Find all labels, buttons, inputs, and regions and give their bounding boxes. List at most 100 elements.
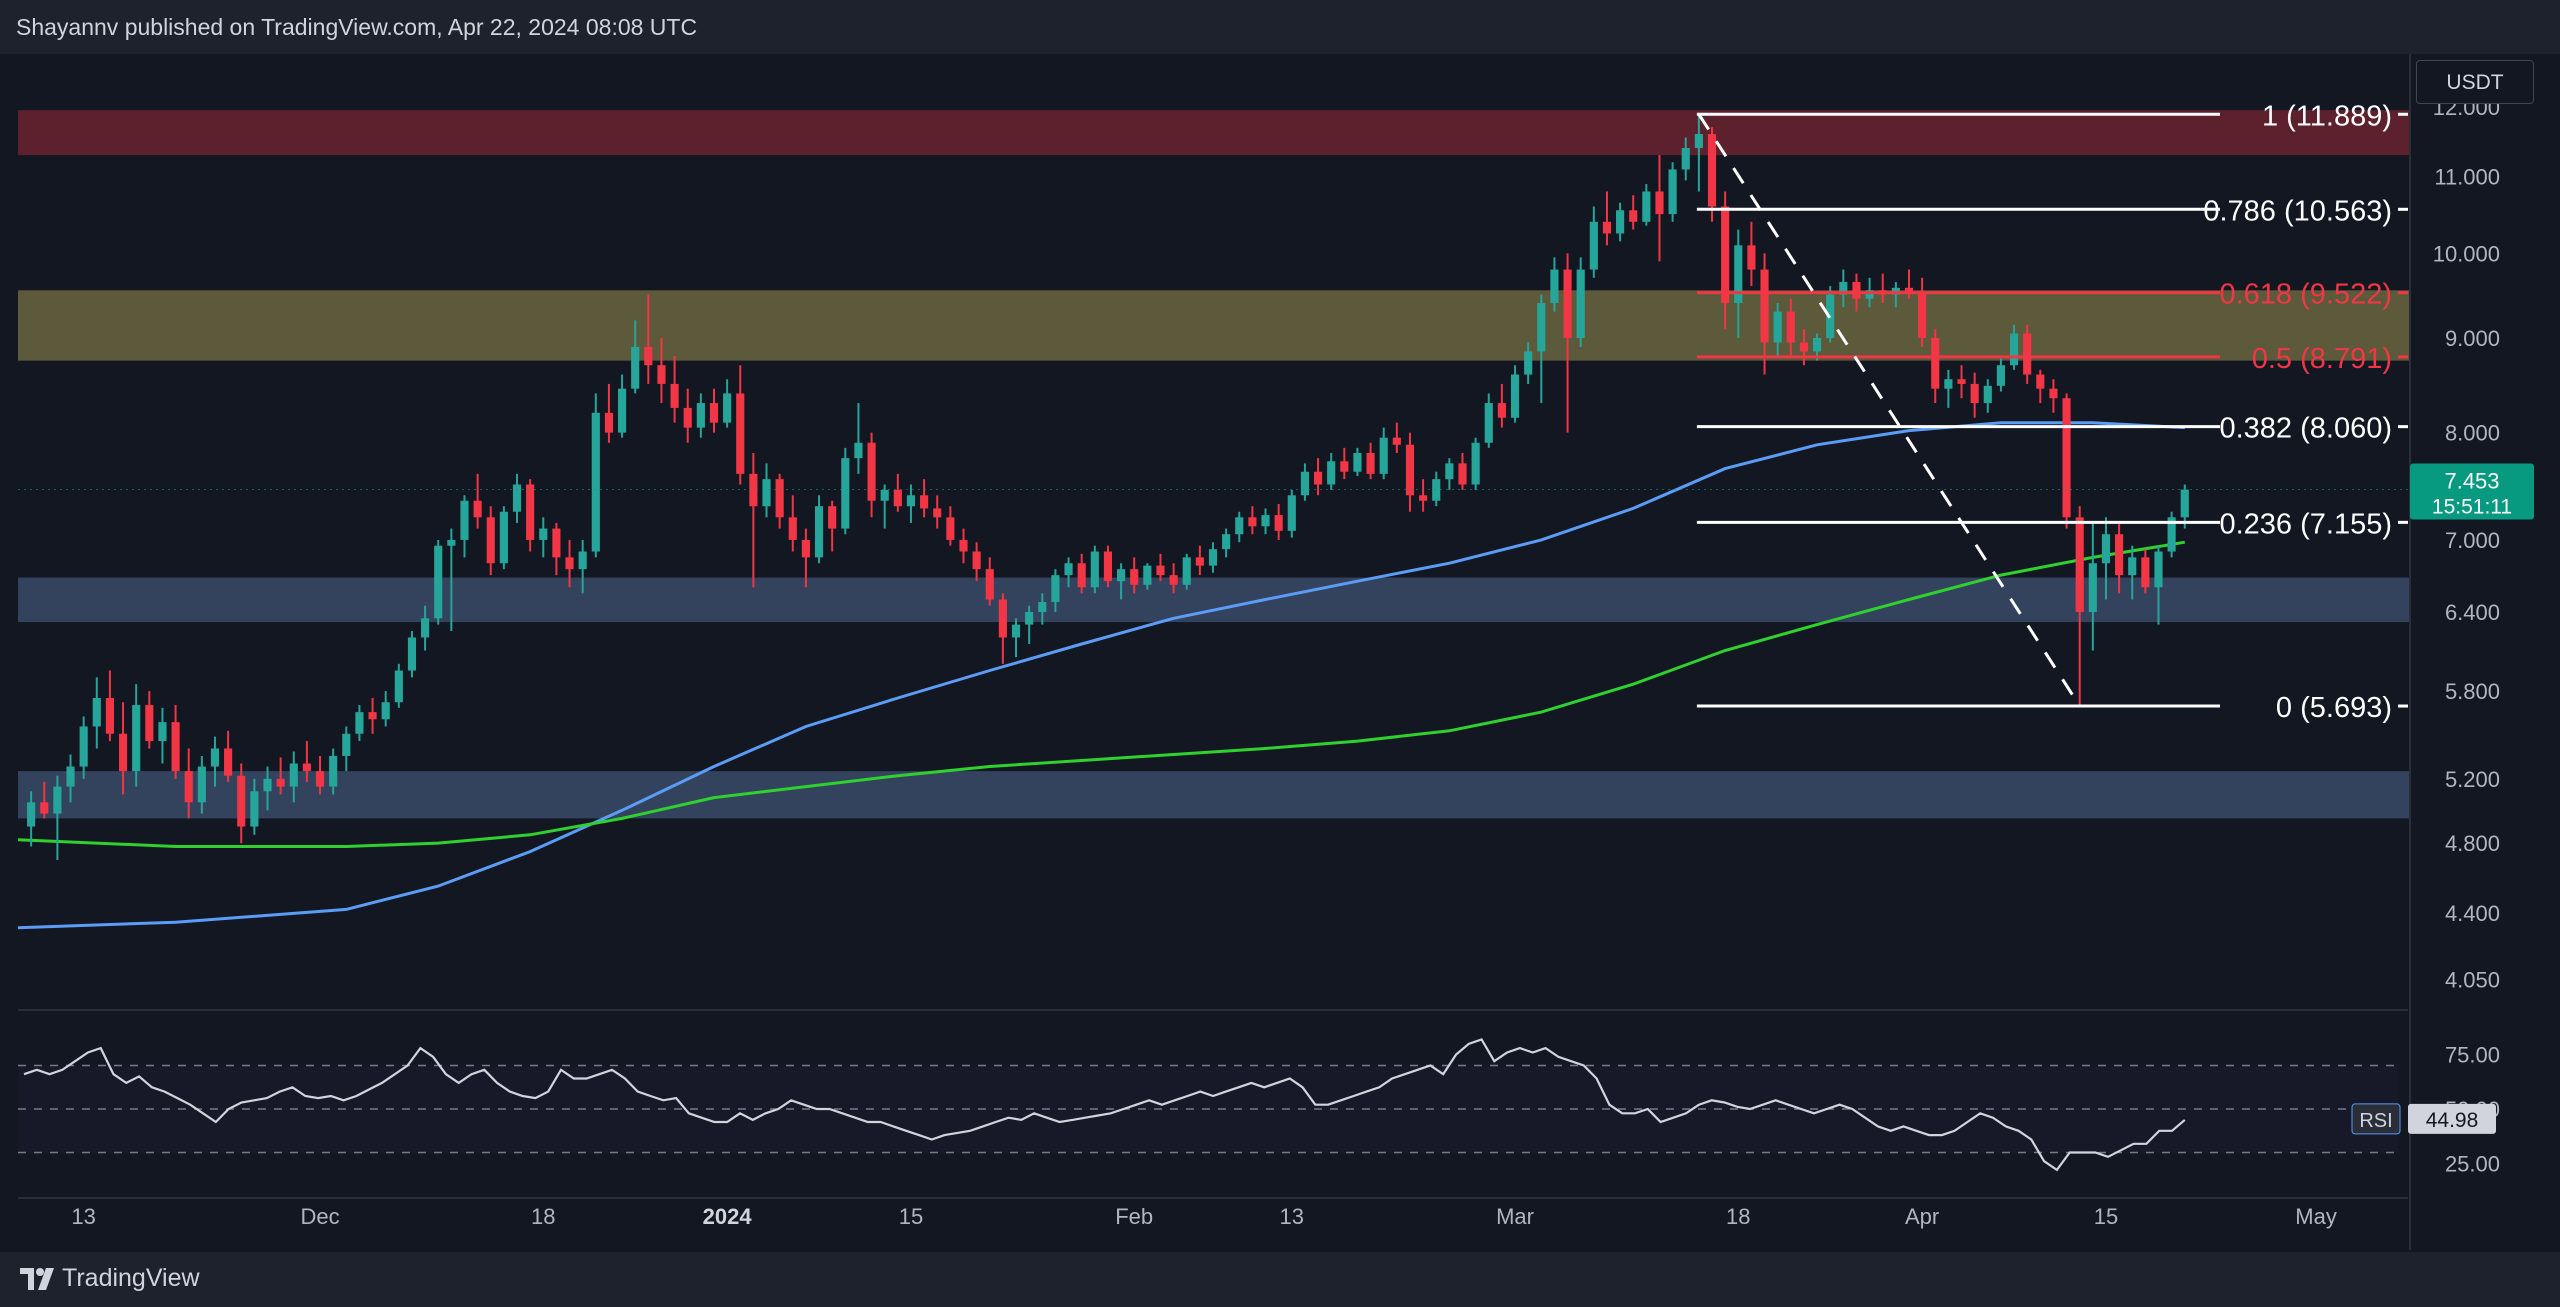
fib-level-label: 0.618 (9.522) — [2219, 279, 2392, 311]
candle-body — [1038, 601, 1047, 612]
rsi-tick-label: 25.00 — [2445, 1151, 2500, 1176]
candle-body — [920, 495, 929, 509]
candle-body — [421, 618, 430, 638]
candle-body — [79, 726, 88, 767]
candle-body — [2115, 534, 2124, 576]
candle-body — [447, 539, 456, 546]
candle-body — [1379, 437, 1388, 474]
candle-body — [1182, 557, 1191, 585]
candle-body — [1655, 191, 1664, 215]
candle-body — [1011, 624, 1021, 638]
candle-body — [591, 412, 600, 552]
candle-body — [1156, 565, 1165, 576]
currency-button[interactable]: USDT — [2416, 60, 2534, 104]
candle-body — [132, 705, 141, 772]
candle-body — [1484, 403, 1493, 443]
time-tick-label: May — [2295, 1204, 2337, 1229]
candle-body — [1865, 290, 1874, 299]
candle-body — [92, 698, 101, 727]
candle-body — [1274, 515, 1283, 531]
candle-body — [1681, 148, 1690, 170]
candle-body — [1077, 563, 1086, 588]
candle-body — [1432, 479, 1441, 501]
candle-body — [1287, 495, 1296, 531]
tradingview-logo-icon[interactable] — [18, 1262, 208, 1296]
candle-body — [709, 403, 719, 423]
candle-body — [381, 702, 390, 720]
candle-body — [2141, 557, 2150, 588]
price-tick-label: 10.000 — [2433, 241, 2500, 266]
candle-body — [657, 365, 666, 384]
candle-body — [224, 748, 233, 776]
price-tick-label: 5.200 — [2445, 767, 2500, 792]
candle-body — [1025, 611, 1034, 625]
rsi-value-label: 44.98 — [2426, 1109, 2479, 1132]
candle-body — [2009, 333, 2019, 366]
candle-body — [1090, 551, 1099, 588]
candle-body — [1668, 169, 1677, 215]
supply-zone — [18, 290, 2410, 361]
candle-body — [1524, 351, 1533, 375]
candle-body — [539, 528, 548, 540]
fib-level-label: 0 (5.693) — [2276, 692, 2392, 724]
candle-body — [578, 551, 587, 570]
candle-body — [906, 495, 916, 507]
candle-body — [998, 599, 1007, 638]
candle-body — [407, 637, 417, 671]
candle-body — [276, 778, 285, 787]
candle-body — [394, 670, 403, 703]
candle-body — [1944, 379, 1953, 389]
candle-body — [1064, 563, 1073, 576]
candle-body — [40, 802, 49, 814]
price-tick-label: 6.400 — [2445, 600, 2500, 625]
candle-body — [1169, 575, 1178, 585]
time-tick-label: 18 — [531, 1204, 555, 1229]
candle-body — [683, 407, 692, 428]
candle-body — [1616, 210, 1625, 234]
candle-body — [2075, 517, 2084, 612]
price-tick-label: 4.800 — [2445, 831, 2500, 856]
candle-body — [460, 500, 469, 540]
candle-body — [1799, 342, 1809, 352]
candle-body — [145, 705, 154, 742]
candle-body — [1117, 569, 1126, 582]
candle-body — [1130, 569, 1139, 585]
candle-body — [749, 473, 758, 507]
candle-body — [1931, 337, 1940, 389]
candle-body — [368, 712, 377, 720]
candle-body — [1235, 517, 1244, 535]
candle-body — [880, 489, 889, 501]
last-price-value: 7.453 — [2444, 469, 2499, 494]
time-tick-label: Mar — [1496, 1204, 1534, 1229]
candle-body — [315, 771, 325, 787]
candle-body — [1970, 383, 1979, 404]
candle-body — [210, 748, 220, 767]
candle-body — [53, 786, 62, 814]
candle-body — [355, 712, 364, 734]
candle-body — [486, 517, 495, 564]
candle-body — [1589, 221, 1598, 270]
candle-body — [473, 500, 482, 518]
candle-body — [1891, 287, 1900, 295]
candle-body — [644, 346, 653, 366]
candle-body — [893, 489, 902, 507]
time-tick-label: 15 — [2094, 1204, 2118, 1229]
moving-average-long — [17, 540, 2186, 848]
candle-body — [762, 479, 771, 507]
rsi-tick-label: 75.00 — [2445, 1043, 2500, 1068]
candle-body — [1471, 442, 1480, 485]
candle-body — [933, 508, 942, 518]
candle-body — [1694, 134, 1703, 149]
candle-body — [66, 766, 75, 787]
candle-body — [1497, 403, 1506, 418]
candle-body — [985, 569, 994, 600]
candle-body — [1327, 461, 1336, 485]
candle-body — [1195, 557, 1204, 566]
time-tick-label: Dec — [300, 1204, 339, 1229]
candle-body — [1405, 444, 1415, 496]
candle-body — [342, 733, 351, 756]
candle-body — [499, 511, 508, 564]
moving-average-short — [17, 421, 2185, 930]
time-tick-label: 13 — [1280, 1204, 1304, 1229]
